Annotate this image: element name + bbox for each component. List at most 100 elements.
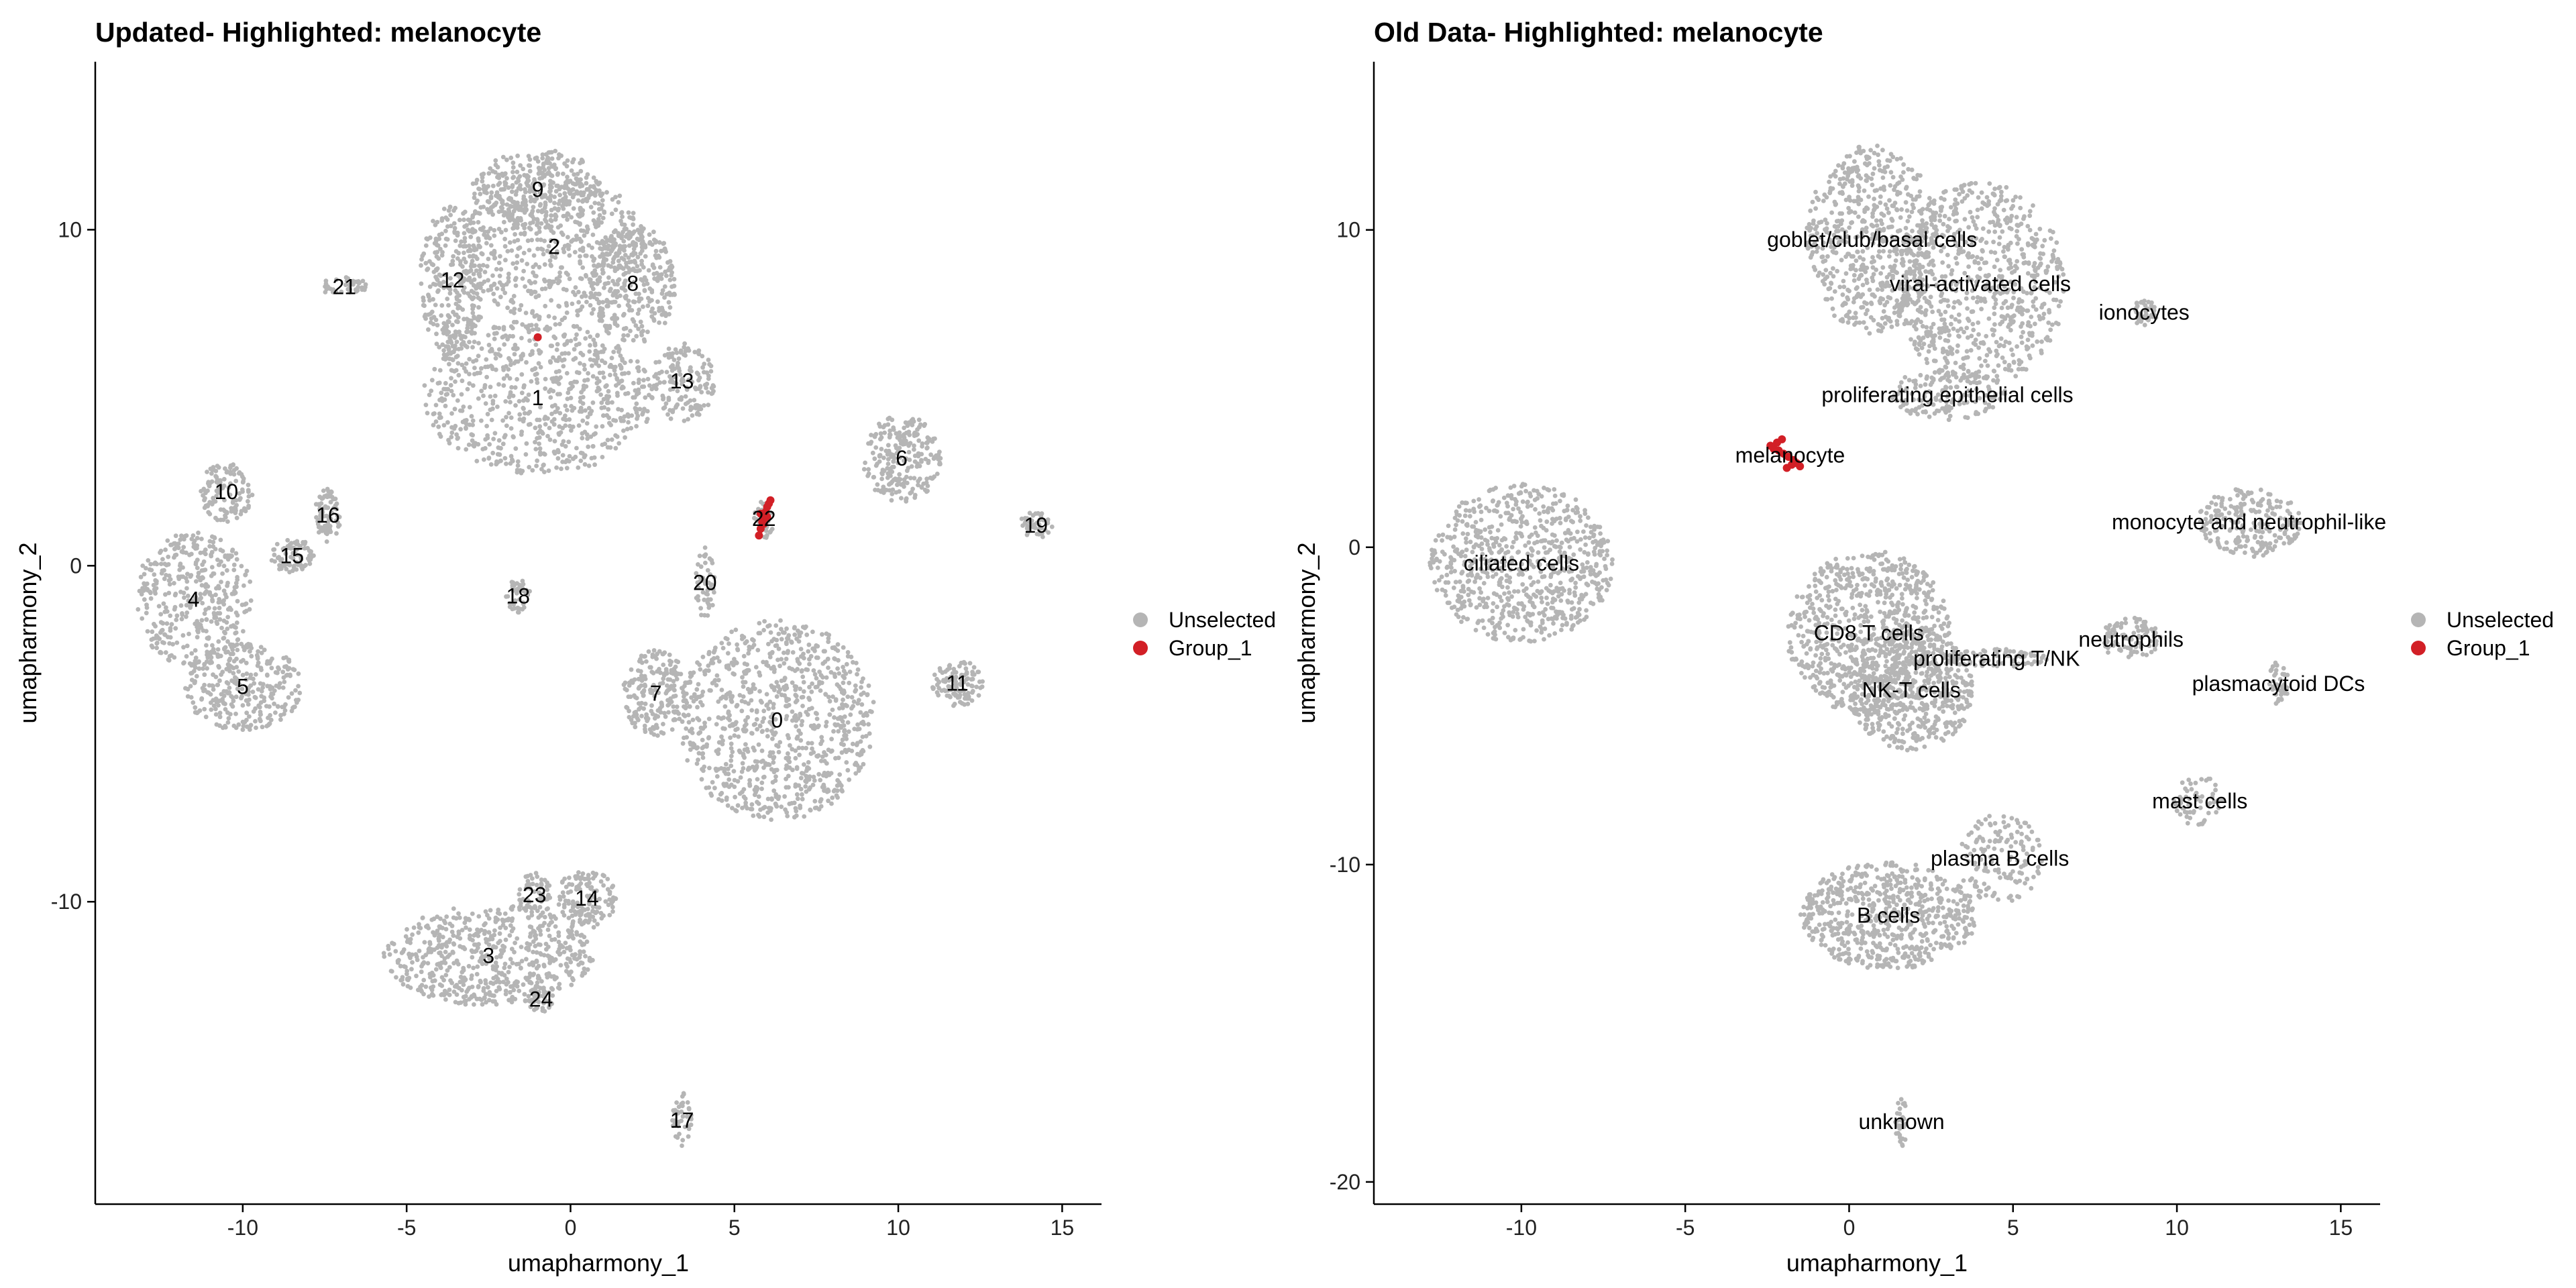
- cell-point: [916, 478, 921, 484]
- cell-point: [580, 352, 586, 358]
- cell-point: [178, 537, 183, 542]
- cell-point: [568, 191, 573, 196]
- cell-point: [706, 663, 711, 668]
- cell-point: [546, 278, 551, 284]
- cell-point: [790, 709, 795, 714]
- cell-point: [278, 717, 283, 722]
- cell-point: [828, 749, 834, 754]
- cell-point: [527, 942, 533, 947]
- cell-point: [631, 319, 637, 324]
- cell-point: [639, 228, 643, 233]
- cell-point: [801, 689, 806, 694]
- cell-point: [834, 793, 839, 798]
- cell-point: [512, 311, 517, 315]
- cell-point: [217, 714, 223, 720]
- cell-point: [957, 663, 962, 669]
- cell-point: [455, 436, 460, 441]
- cell-point: [519, 335, 524, 341]
- cell-point: [439, 943, 445, 948]
- cell-point: [485, 411, 490, 417]
- cell-point: [574, 380, 579, 384]
- cell-point: [654, 270, 659, 276]
- cell-point: [437, 232, 442, 237]
- cell-point: [220, 571, 225, 576]
- cell-point: [433, 241, 439, 246]
- cell-point: [551, 355, 555, 360]
- cell-point: [209, 619, 214, 624]
- cell-point: [623, 252, 628, 258]
- cell-point: [481, 393, 486, 398]
- cell-point: [541, 963, 547, 969]
- cell-point: [528, 227, 533, 232]
- cell-point: [671, 694, 676, 699]
- cell-point: [969, 698, 975, 703]
- cell-point: [569, 168, 574, 173]
- cell-point: [225, 568, 229, 573]
- cell-point: [632, 299, 637, 305]
- cell-point: [429, 992, 435, 998]
- cell-point: [538, 452, 543, 457]
- cell-point: [590, 254, 594, 259]
- cell-point: [509, 248, 515, 253]
- cell-point: [621, 337, 625, 342]
- cell-point: [641, 654, 647, 659]
- cell-point: [455, 315, 461, 320]
- cell-point: [504, 462, 508, 466]
- cell-point: [489, 364, 494, 370]
- cell-point: [235, 612, 240, 618]
- cell-point: [425, 961, 431, 966]
- cell-point: [512, 218, 517, 223]
- cell-point: [246, 498, 250, 504]
- cell-point: [502, 435, 507, 440]
- cell-point: [714, 722, 719, 727]
- cell-point: [638, 319, 643, 325]
- cell-point: [496, 227, 502, 231]
- cell-point: [755, 647, 761, 653]
- cell-point: [737, 791, 743, 796]
- cell-point: [515, 222, 521, 227]
- cell-point: [183, 686, 188, 691]
- cell-point: [220, 549, 225, 553]
- cell-point: [537, 424, 543, 429]
- cell-point: [508, 390, 513, 395]
- cell-point: [660, 288, 665, 293]
- cell-point: [276, 667, 282, 672]
- cell-point: [638, 251, 643, 256]
- cell-point: [839, 741, 844, 747]
- cell-point: [608, 372, 612, 378]
- cell-point: [833, 722, 839, 728]
- cell-point: [454, 432, 459, 437]
- cell-point: [565, 396, 570, 401]
- cell-point: [475, 317, 480, 322]
- cell-point: [584, 384, 589, 389]
- cell-point: [609, 300, 614, 305]
- cell-point: [492, 331, 497, 336]
- cell-point: [667, 658, 672, 663]
- cell-point: [565, 174, 570, 180]
- cell-point: [488, 209, 494, 214]
- cell-point: [843, 733, 849, 738]
- cell-point: [796, 728, 802, 733]
- cell-point: [785, 650, 790, 655]
- cell-point: [500, 200, 504, 205]
- cell-point: [515, 377, 519, 382]
- cell-point: [602, 256, 606, 261]
- cell-point: [806, 696, 811, 700]
- cell-point: [965, 701, 971, 706]
- cell-point: [578, 168, 584, 174]
- cell-point: [461, 978, 466, 983]
- cell-point: [479, 418, 484, 423]
- cell-point: [538, 365, 543, 370]
- cell-point: [453, 205, 458, 211]
- cell-point: [168, 635, 173, 640]
- cell-point: [565, 956, 570, 961]
- cell-point: [178, 603, 184, 608]
- cell-point: [165, 538, 170, 543]
- cell-point: [234, 642, 239, 647]
- cell-point: [879, 476, 884, 482]
- cell-point: [826, 694, 831, 700]
- cell-point: [508, 415, 514, 420]
- cell-point: [707, 765, 712, 771]
- cell-point: [934, 682, 940, 688]
- cell-point: [800, 796, 805, 802]
